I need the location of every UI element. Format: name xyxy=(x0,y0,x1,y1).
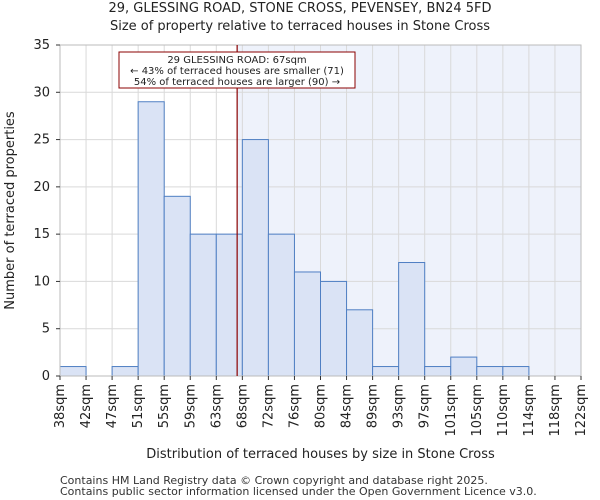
y-tick-label: 35 xyxy=(33,38,50,53)
x-tick-label: 89sqm xyxy=(366,384,381,428)
x-tick-label: 97sqm xyxy=(418,384,433,428)
x-tick-label: 76sqm xyxy=(287,384,302,428)
bar xyxy=(372,366,400,377)
y-tick-label: 15 xyxy=(33,227,50,242)
chart-title: 29, GLESSING ROAD, STONE CROSS, PEVENSEY… xyxy=(108,1,492,16)
bar xyxy=(424,366,452,377)
x-tick-label: 80sqm xyxy=(314,384,329,428)
footer-line-2: Contains public sector information licen… xyxy=(60,485,537,498)
y-tick-label: 10 xyxy=(33,274,50,289)
x-tick-label: 101sqm xyxy=(444,384,459,437)
x-tick-label: 68sqm xyxy=(235,384,250,428)
x-tick-label: 51sqm xyxy=(131,384,146,428)
x-tick-label: 110sqm xyxy=(496,384,511,437)
y-axis-label: Number of terraced properties xyxy=(3,111,18,310)
x-tick-label: 93sqm xyxy=(392,384,407,428)
bar xyxy=(189,233,217,377)
x-tick-label: 118sqm xyxy=(548,384,563,437)
bar xyxy=(111,366,139,377)
x-tick-label: 114sqm xyxy=(522,384,537,437)
y-tick-label: 25 xyxy=(33,133,50,148)
footer-line-1: Contains HM Land Registry data © Crown c… xyxy=(60,474,488,487)
chart-subtitle: Size of property relative to terraced ho… xyxy=(109,19,491,34)
bar xyxy=(241,139,269,377)
bar xyxy=(502,366,530,377)
y-tick-label: 20 xyxy=(33,180,50,195)
x-tick-label: 42sqm xyxy=(79,384,94,428)
x-tick-label: 63sqm xyxy=(209,384,224,428)
y-tick-label: 5 xyxy=(42,322,50,337)
annotation-line-3: 54% of terraced houses are larger (90) → xyxy=(134,77,340,88)
annotation-line-2: ← 43% of terraced houses are smaller (71… xyxy=(130,66,344,77)
annotation-line-1: 29 GLESSING ROAD: 67sqm xyxy=(167,55,306,66)
bar xyxy=(267,233,295,377)
y-tick-label: 0 xyxy=(42,369,50,384)
annotation-box xyxy=(118,51,356,89)
x-tick-label: 122sqm xyxy=(574,384,589,437)
x-tick-label: 47sqm xyxy=(105,384,120,428)
y-tick-label: 30 xyxy=(33,85,50,100)
bar xyxy=(320,280,348,377)
x-tick-label: 55sqm xyxy=(157,384,172,428)
x-tick-label: 84sqm xyxy=(340,384,355,428)
bar xyxy=(398,262,426,377)
x-tick-label: 59sqm xyxy=(183,384,198,428)
x-tick-label: 105sqm xyxy=(470,384,485,437)
x-axis-label: Distribution of terraced houses by size … xyxy=(146,447,495,462)
bar xyxy=(59,366,87,377)
x-tick-label: 72sqm xyxy=(261,384,276,428)
bar xyxy=(137,101,165,377)
x-tick-label: 38sqm xyxy=(53,384,68,428)
bar xyxy=(476,366,504,377)
bar xyxy=(163,195,191,377)
bar xyxy=(346,309,374,377)
bar xyxy=(450,356,478,377)
bar xyxy=(215,233,243,377)
bar xyxy=(293,271,322,377)
